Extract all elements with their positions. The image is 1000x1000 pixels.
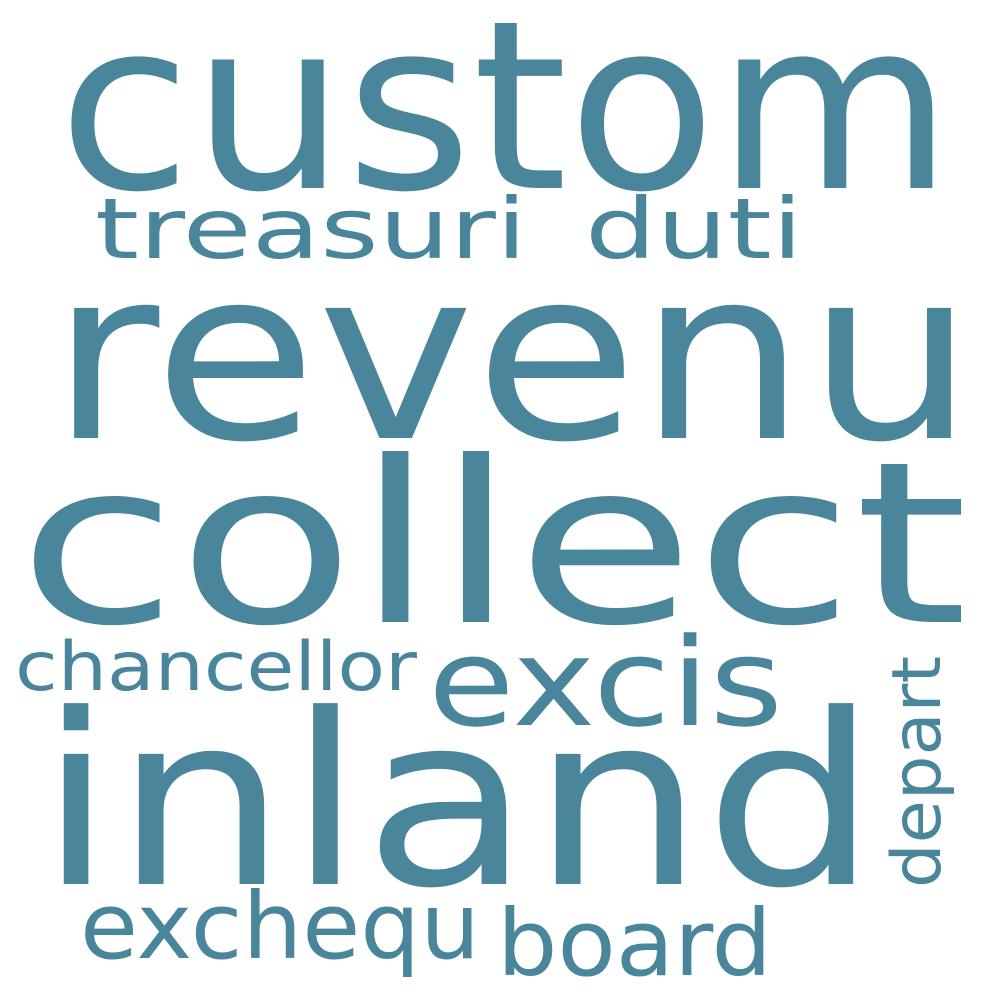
word-inland: inland (38, 664, 878, 941)
word-excis: excis (428, 612, 783, 754)
word-revenu: revenu (50, 218, 975, 495)
word-board: board (497, 890, 772, 997)
word-chancellor: chancellor (15, 628, 417, 707)
word-treasuri: treasuri (95, 180, 527, 278)
word-custom: custom (58, 0, 953, 244)
word-depart: depart (878, 656, 957, 888)
word-exchequ: exchequ (80, 873, 480, 980)
word-collect: collect (18, 414, 968, 676)
word-duti: duti (585, 180, 803, 278)
